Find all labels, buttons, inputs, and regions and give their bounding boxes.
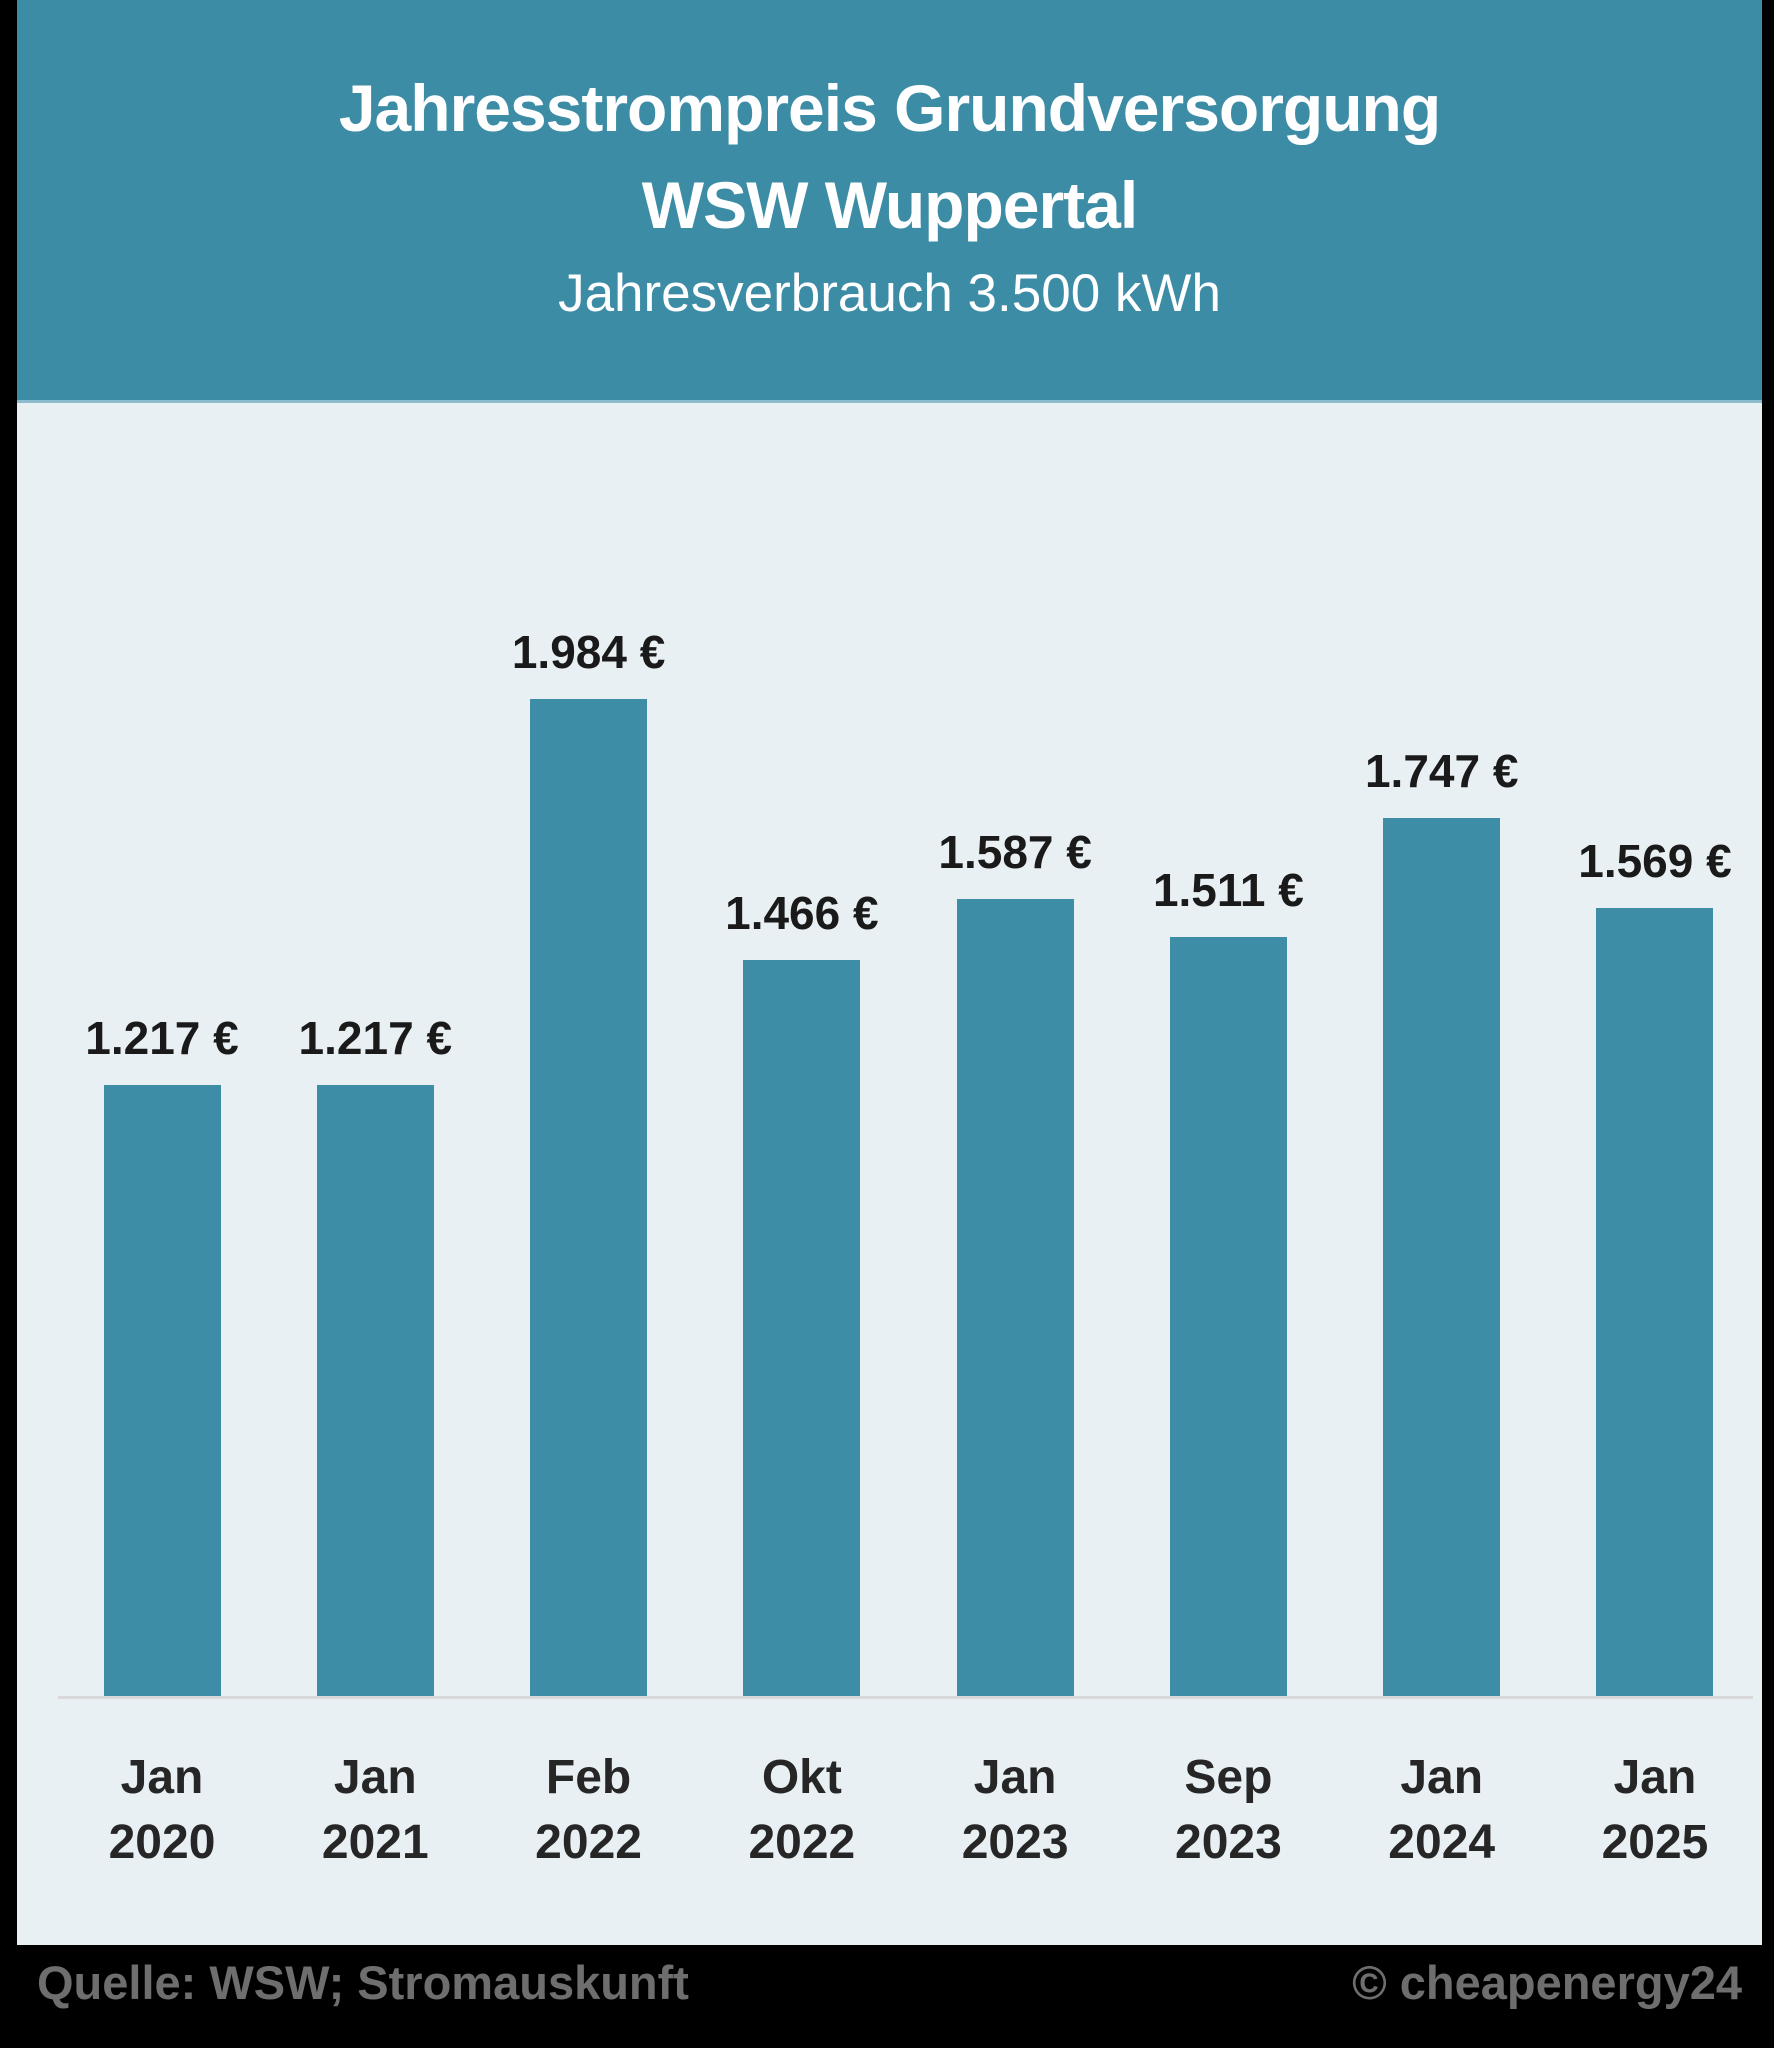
x-tick-month: Jan [120,1751,204,1804]
footer: Quelle: WSW; Stromauskunft © cheapenergy… [17,1955,1762,2010]
bar-value-label: 1.587 € [938,826,1092,878]
bar [1169,937,1287,1698]
chart-panel: Jahresstrompreis Grundversorgung WSW Wup… [17,0,1762,1945]
bar-column: 1.466 € [725,886,879,1698]
x-tick: Sep 2023 [1158,1745,1298,1875]
x-tick-year: 2023 [1175,1816,1282,1869]
x-axis-ticks: Jan 2020 Jan 2021 Feb 2022 Okt 2022 Jan 2023 Sep 20… [92,1745,1725,1875]
chart-title-line-1: Jahresstrompreis Grundversorgung [338,71,1441,145]
x-axis-line [58,1696,1753,1699]
bar-value-label: 1.984 € [511,626,666,678]
bar-column: 1.984 € [512,625,665,1698]
bar-column: 1.217 € [299,1011,452,1698]
x-tick: Jan 2023 [945,1745,1085,1875]
x-tick-year: 2021 [321,1816,429,1869]
x-tick-month: Jan [973,1751,1057,1804]
x-tick-year: 2024 [1388,1816,1496,1869]
bar-column: 1.747 € [1365,744,1518,1698]
x-tick-month: Jan [1400,1751,1484,1804]
chart-header: Jahresstrompreis Grundversorgung WSW Wup… [17,0,1762,403]
bar-column: 1.511 € [1153,863,1304,1698]
bar [1596,908,1714,1698]
chart-subtitle: Jahresverbrauch 3.500 kWh [558,264,1221,323]
source-credit: Quelle: WSW; Stromauskunft [37,1956,689,2009]
bar [956,899,1074,1698]
bar-column: 1.587 € [938,825,1092,1698]
bar-column: 1.569 € [1578,834,1732,1698]
bar-value-label: 1.466 € [725,887,879,939]
plot-area: 1.217 € 1.217 € 1.984 € 1.466 € 1.587 € 1.511… [85,625,1732,1698]
x-tick-year: 2023 [961,1816,1069,1869]
bar [316,1085,434,1698]
bar-value-label: 1.217 € [298,1012,453,1064]
x-tick: Okt 2022 [732,1745,872,1875]
x-tick-month: Jan [1613,1751,1697,1804]
x-tick: Jan 2020 [92,1745,232,1875]
x-tick-month: Feb [545,1751,632,1804]
bar-column: 1.217 € [85,1011,239,1698]
x-tick-year: 2022 [535,1816,642,1869]
x-tick-month: Okt [761,1751,842,1804]
x-tick: Feb 2022 [519,1745,659,1875]
copyright-credit: © cheapenergy24 [1352,1956,1742,2009]
bar-value-label: 1.747 € [1364,745,1519,797]
x-tick: Jan 2024 [1372,1745,1512,1875]
x-tick-month: Sep [1184,1751,1273,1804]
x-tick-year: 2025 [1601,1816,1709,1869]
x-tick: Jan 2021 [305,1745,445,1875]
chart-title-line-2: WSW Wuppertal [641,168,1138,242]
x-tick: Jan 2025 [1585,1745,1725,1875]
bar-value-label: 1.217 € [85,1012,239,1064]
bar [1383,818,1501,1698]
x-tick-year: 2022 [748,1816,856,1869]
bar-value-label: 1.569 € [1578,835,1732,887]
bar [743,960,861,1698]
x-tick-year: 2020 [108,1816,216,1869]
bar [530,699,648,1698]
x-tick-month: Jan [333,1751,417,1804]
bar-value-label: 1.511 € [1152,864,1304,916]
bar [103,1085,221,1698]
